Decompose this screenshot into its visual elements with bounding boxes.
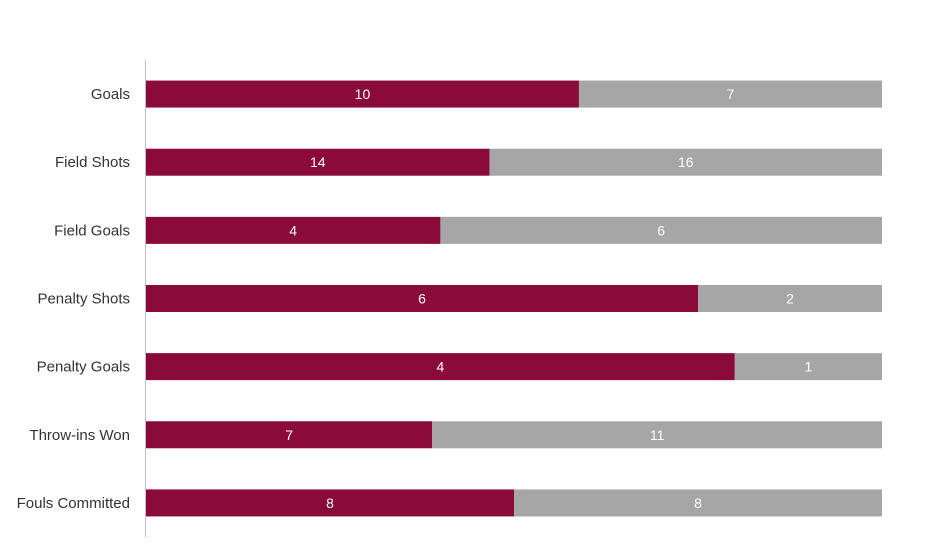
bars	[146, 80, 882, 517]
bar-segment-series-1	[146, 216, 441, 244]
bar-segment-series-2	[432, 421, 882, 449]
bar-segment-series-1	[146, 489, 514, 517]
bar-segment-series-1	[146, 285, 698, 312]
bar-segment-series-2	[440, 216, 882, 244]
value-labels: 10 7 14 16 4 6 6 2 4 1 7 11 8 8	[285, 86, 812, 511]
category-label: Field Shots	[55, 154, 130, 171]
category-label: Goals	[91, 86, 130, 103]
data-label: 11	[650, 427, 665, 443]
category-label: Penalty Shots	[37, 291, 130, 308]
bar-segment-series-1	[146, 148, 490, 176]
data-label: 4	[289, 222, 297, 238]
bar-segment-series-1	[146, 80, 579, 108]
bar-segment-series-2	[698, 285, 882, 312]
data-label: 6	[418, 291, 426, 307]
data-label: 16	[678, 154, 694, 170]
category-label: Fouls Committed	[17, 495, 130, 512]
category-labels: Goals Field Shots Field Goals Penalty Shots…	[17, 86, 130, 512]
data-label: 6	[657, 222, 665, 238]
category-label: Throw-ins Won	[29, 427, 130, 444]
data-label: 10	[355, 86, 371, 102]
data-label: 8	[694, 495, 702, 511]
data-label: 4	[437, 359, 445, 375]
bar-segment-series-2	[578, 80, 882, 108]
bar-segment-series-2	[489, 148, 882, 176]
data-label: 14	[310, 154, 326, 170]
data-label: 7	[727, 86, 735, 102]
category-label: Field Goals	[54, 222, 130, 239]
category-label: Penalty Goals	[37, 359, 130, 376]
bar-segment-series-1	[146, 353, 735, 381]
data-label: 2	[786, 291, 794, 307]
bar-segment-series-1	[146, 421, 433, 449]
bar-segment-series-2	[734, 353, 882, 381]
data-label: 1	[805, 359, 813, 375]
data-label: 7	[285, 427, 293, 443]
data-label: 8	[326, 495, 334, 511]
bar-segment-series-2	[514, 489, 882, 517]
